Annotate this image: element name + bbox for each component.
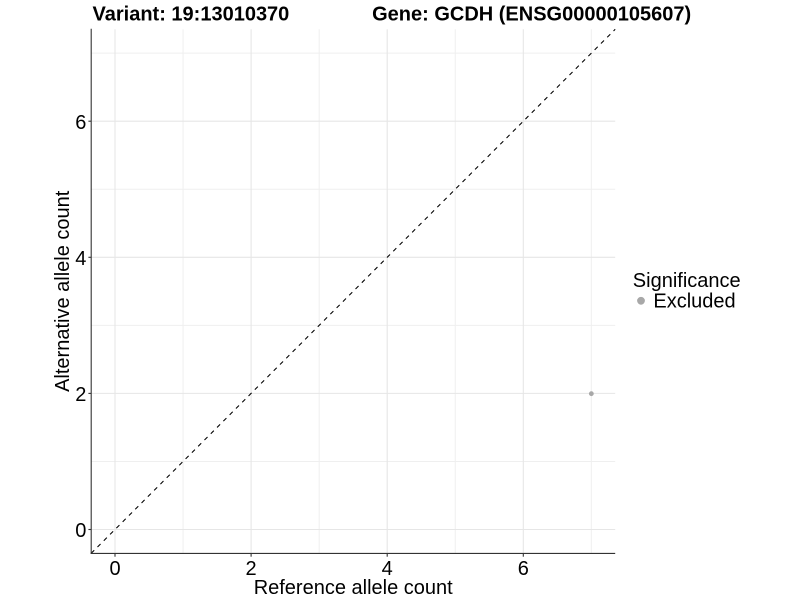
svg-text:Alternative allele count: Alternative allele count [52,190,74,392]
svg-text:Excluded: Excluded [653,290,735,312]
svg-text:Gene: GCDH (ENSG00000105607): Gene: GCDH (ENSG00000105607) [372,4,691,26]
svg-text:4: 4 [75,248,86,270]
svg-text:2: 2 [75,384,86,406]
svg-text:0: 0 [109,558,120,580]
svg-text:Significance: Significance [633,270,741,292]
svg-text:2: 2 [246,558,257,580]
svg-text:6: 6 [75,112,86,134]
svg-text:6: 6 [518,558,529,580]
svg-text:4: 4 [382,558,393,580]
svg-text:Variant: 19:13010370: Variant: 19:13010370 [93,4,290,26]
svg-text:Reference allele count: Reference allele count [254,577,453,599]
svg-text:0: 0 [75,520,86,542]
